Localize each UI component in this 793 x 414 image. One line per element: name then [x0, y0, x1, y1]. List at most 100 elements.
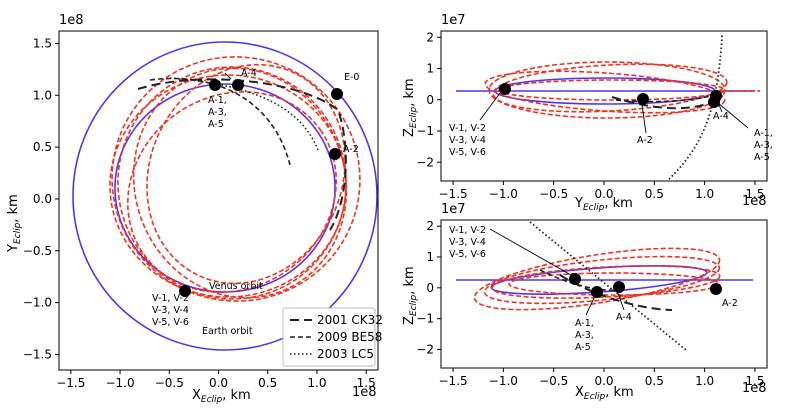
label-a4: A-4	[241, 68, 257, 79]
tr-label-a1-a3-a5: A-1, A-3, A-5	[754, 128, 773, 163]
lc5-trajectory-xz	[529, 221, 687, 351]
br-ytick-label: −2	[416, 343, 434, 357]
left-ytick-label: 0.0	[33, 192, 52, 206]
tr-xtick-label: −0.5	[539, 187, 568, 201]
br-label-a2: A-2	[722, 298, 738, 309]
tr-x-exponent: 1e8	[742, 194, 767, 209]
tr-x-axis-label: YEclip, km	[574, 196, 633, 213]
left-ytick-label: −1.5	[23, 347, 52, 361]
br-xtick-label: −1.5	[439, 374, 468, 388]
br-label-a4: A-4	[616, 312, 632, 323]
label-a2: A-2	[343, 144, 359, 155]
left-ytick-label: −1.0	[23, 296, 52, 310]
left-ticks: −1.5 −1.0 −0.5 0.0 0.5 1.0 1.5 −1.5 −1.0 −0.5 0.0 0…	[23, 36, 376, 390]
be58-trajectory-yz	[615, 93, 719, 103]
a4-leader	[224, 72, 232, 80]
br-y-axis-label: ZEclip, km	[402, 266, 419, 325]
lc5-trajectory-xy	[169, 77, 319, 151]
top-right-plot-area	[456, 34, 760, 181]
label-e0: E-0	[344, 72, 359, 83]
tr-xtick-label: 0.5	[645, 187, 664, 201]
marker-a1-a3-a5	[209, 79, 221, 91]
tr-xtick-label: 1.0	[695, 187, 714, 201]
lc5-trajectory-yz	[665, 34, 723, 181]
tr-ytick-label: −2	[416, 155, 434, 169]
be58-trajectory-xz	[539, 269, 621, 292]
marker-a4	[613, 281, 625, 293]
br-ytick-label: −1	[416, 312, 434, 326]
marker-a2	[710, 283, 722, 295]
label-earth-orbit: Earth orbit	[202, 326, 253, 337]
left-xtick-label: 1.5	[357, 376, 376, 390]
br-xtick-label: 1.5	[745, 374, 764, 388]
marker-a4	[232, 79, 244, 91]
left-plot-area	[72, 41, 378, 351]
tr-ytick-label: 2	[426, 30, 434, 44]
left-xtick-label: −1.0	[105, 376, 134, 390]
marker-a1-a3-a5	[708, 96, 720, 108]
left-y-axis-label: YEclip, km	[6, 194, 23, 253]
left-ytick-label: 1.0	[33, 88, 52, 102]
br-ytick-label: 1	[426, 250, 434, 264]
br-x-axis-label: XEclip, km	[575, 385, 634, 402]
tr-y-exponent: 1e7	[441, 13, 466, 28]
tr-ytick-label: 1	[426, 62, 434, 76]
br-x-exponent: 1e8	[742, 381, 767, 396]
top-right-panel: V-1, V-2 V-3, V-4 V-5, V-6 A-2 A-4 A-1, A-3…	[402, 13, 773, 213]
br-ytick-label: 2	[426, 219, 434, 233]
bottom-right-plot-area	[456, 221, 753, 351]
br-xtick-label: −0.5	[539, 374, 568, 388]
label-venus-orbit: Venus orbit	[209, 281, 263, 292]
legend-ck32: 2001 CK32	[317, 313, 383, 327]
marker-a1-a3-a5	[591, 286, 603, 298]
tr-xtick-label: 1.5	[745, 187, 764, 201]
legend: 2001 CK32 2009 BE58 2003 LC5	[282, 307, 383, 367]
bottom-right-leaders	[489, 228, 625, 316]
br-ytick-label: 0	[426, 281, 434, 295]
top-right-leaders	[479, 92, 749, 134]
left-markers	[179, 79, 343, 297]
tr-y-axis-label: ZEclip, km	[402, 78, 419, 137]
left-xtick-label: 0.5	[258, 376, 277, 390]
left-x-axis-label: XEclip, km	[192, 388, 251, 405]
marker-v-group	[569, 273, 581, 285]
tr-xtick-label: 0.0	[594, 187, 613, 201]
trajectory-yz	[484, 61, 728, 119]
ck32-trajectory-xy	[137, 78, 347, 231]
label-v-group: V-1, V-2 V-3, V-4 V-5, V-6	[152, 293, 189, 328]
be58-trajectory-xy	[149, 77, 291, 166]
marker-e0	[331, 88, 343, 100]
br-label-v-group: V-1, V-2 V-3, V-4 V-5, V-6	[449, 225, 486, 260]
label-a1-a3-a5: A-1, A-3, A-5	[208, 95, 227, 130]
marker-v-group	[179, 285, 191, 297]
tr-label-v-group: V-1, V-2 V-3, V-4 V-5, V-6	[449, 123, 486, 158]
left-x-exponent: 1e8	[352, 385, 377, 400]
br-xtick-label: 0.0	[594, 374, 613, 388]
top-right-ticks: −1.5 −1.0 −0.5 0.0 0.5 1.0 1.5 −2 −1 0 1 2	[416, 30, 764, 201]
marker-a2	[637, 93, 649, 105]
tr-ytick-label: −1	[416, 124, 434, 138]
left-ytick-label: −0.5	[23, 244, 52, 258]
marker-a2	[329, 148, 341, 160]
earth-orbit-xy	[72, 41, 378, 351]
left-y-exponent: 1e8	[59, 13, 84, 28]
left-xtick-label: 1.0	[307, 376, 326, 390]
tr-label-a4: A-4	[713, 111, 729, 122]
bottom-right-markers	[569, 273, 722, 298]
legend-be58: 2009 BE58	[317, 330, 382, 344]
top-right-markers	[499, 83, 722, 108]
left-xtick-label: −1.5	[56, 376, 85, 390]
br-xtick-label: 0.5	[645, 374, 664, 388]
left-xtick-label: 0.0	[209, 376, 228, 390]
tr-xtick-label: −1.5	[439, 187, 468, 201]
br-label-a1-a3-a5: A-1, A-3, A-5	[575, 318, 594, 353]
left-panel: E-0 A-4 A-1, A-3, A-5 A-2 V-1, V-2 V-3, V-4…	[6, 13, 383, 405]
bottom-right-ticks: −1.5 −1.0 −0.5 0.0 0.5 1.0 1.5 −2 −1 0 1 2	[416, 219, 764, 388]
br-y-exponent: 1e7	[441, 202, 466, 217]
tr-label-a2: A-2	[637, 135, 653, 146]
marker-v-group	[499, 83, 511, 95]
tr-xtick-label: −1.0	[489, 187, 518, 201]
legend-lc5: 2003 LC5	[317, 347, 374, 361]
br-xtick-label: 1.0	[695, 374, 714, 388]
